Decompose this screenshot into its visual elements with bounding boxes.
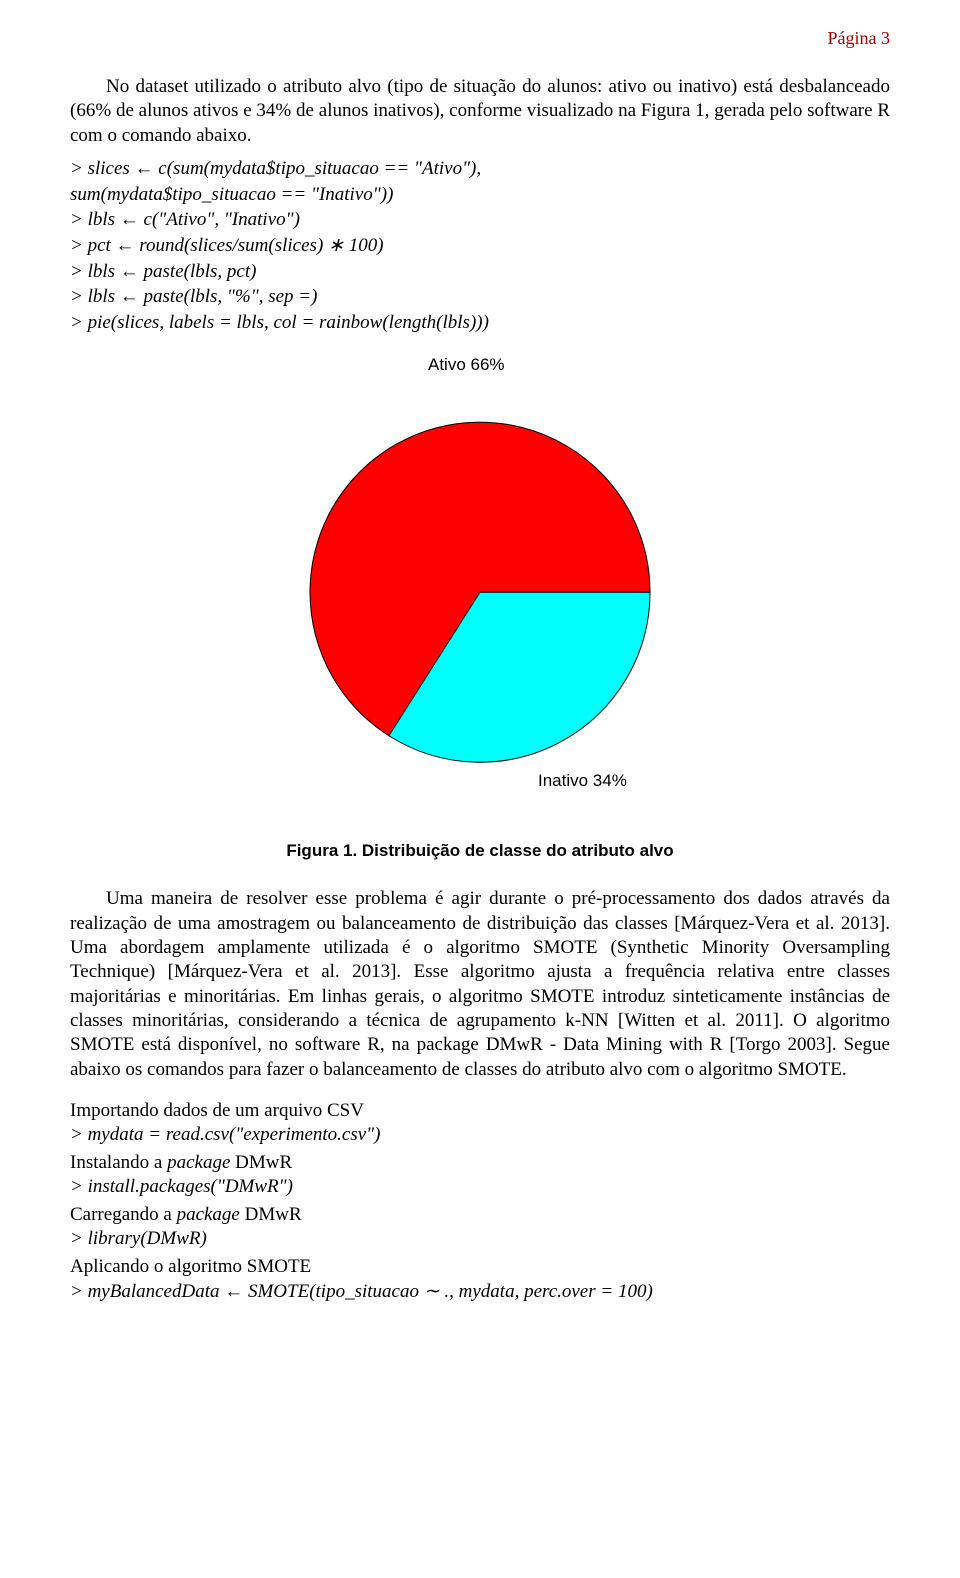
step-2-label: Instalando a package DMwR — [70, 1152, 890, 1174]
code-line: > pct ← round(slices/sum(slices) ∗ 100) — [70, 233, 890, 259]
figure-caption-text: Figura 1. Distribuição de classe do atri… — [286, 841, 673, 860]
code-line: > slices ← c(sum(mydata$tipo_situacao ==… — [70, 156, 890, 182]
page: Página 3 No dataset utilizado o atributo… — [0, 0, 960, 1349]
step-4-code: > myBalancedData ← SMOTE(tipo_situacao ∼… — [70, 1280, 890, 1303]
step-1-code: > mydata = read.csv("experimento.csv") — [70, 1124, 890, 1146]
step-3-code: > library(DMwR) — [70, 1228, 890, 1250]
figure-caption: Figura 1. Distribuição de classe do atri… — [70, 841, 890, 861]
code-block-1: > slices ← c(sum(mydata$tipo_situacao ==… — [70, 156, 890, 335]
code-line: > lbls ← c("Ativo", "Inativo") — [70, 207, 890, 233]
code-line: > lbls ← paste(lbls, pct) — [70, 259, 890, 285]
step-3-label: Carregando a package DMwR — [70, 1204, 890, 1226]
pie-label-inativo: Inativo 34% — [538, 771, 627, 791]
step-2-code: > install.packages("DMwR") — [70, 1176, 890, 1198]
page-number: Página 3 — [70, 28, 890, 49]
step-1-label: Importando dados de um arquivo CSV — [70, 1100, 890, 1122]
step-4-label: Aplicando o algoritmo SMOTE — [70, 1256, 890, 1278]
paragraph-2: Uma maneira de resolver esse problema é … — [70, 887, 890, 1082]
paragraph-1: No dataset utilizado o atributo alvo (ti… — [70, 75, 890, 148]
code-line: > pie(slices, labels = lbls, col = rainb… — [70, 310, 890, 336]
code-line: > lbls ← paste(lbls, "%", sep =) — [70, 284, 890, 310]
pie-svg — [300, 413, 660, 773]
code-line: sum(mydata$tipo_situacao == "Inativo")) — [70, 182, 890, 208]
pie-label-ativo: Ativo 66% — [428, 355, 505, 375]
pie-chart: Ativo 66% Inativo 34% — [260, 355, 700, 815]
